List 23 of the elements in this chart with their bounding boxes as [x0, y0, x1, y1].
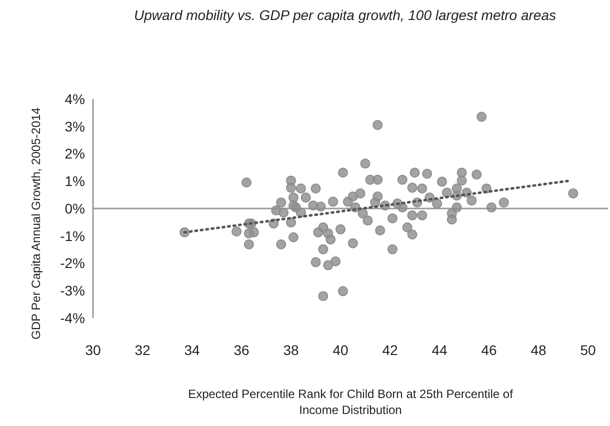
y-tick-label: 1% — [64, 173, 85, 190]
y-axis-title: GDP Per Capita Annual Growth, 2005-2014 — [29, 107, 43, 340]
x-tick-label: 40 — [332, 342, 348, 358]
y-tick-label: -3% — [60, 282, 85, 299]
x-tick-label: 48 — [530, 342, 546, 358]
y-tick-label: -2% — [60, 255, 85, 272]
x-tick-label: 34 — [184, 342, 200, 358]
x-tick-label: 32 — [134, 342, 150, 358]
x-tick-label: 50 — [580, 342, 596, 358]
x-axis-title: Expected Percentile Rank for Child Born at 25th Percentile of Income Distribution — [188, 387, 514, 417]
y-tick-label: 3% — [64, 118, 85, 134]
y-tick-label: -4% — [60, 310, 85, 326]
x-tick-label: 38 — [283, 342, 299, 358]
x-tick-label: 36 — [234, 342, 250, 358]
y-tick-label: -1% — [60, 228, 85, 244]
y-tick-label: 0% — [64, 200, 85, 216]
x-tick-label: 46 — [481, 342, 497, 358]
y-tick-label: 2% — [64, 146, 85, 162]
chart-title: Upward mobility vs. GDP per capita growth, 100 largest metro areas — [134, 7, 556, 23]
y-tick-label: 4% — [64, 90, 85, 107]
x-tick-label: 42 — [382, 342, 398, 358]
x-tick-label: 30 — [85, 342, 101, 358]
x-tick-label: 44 — [432, 342, 448, 358]
